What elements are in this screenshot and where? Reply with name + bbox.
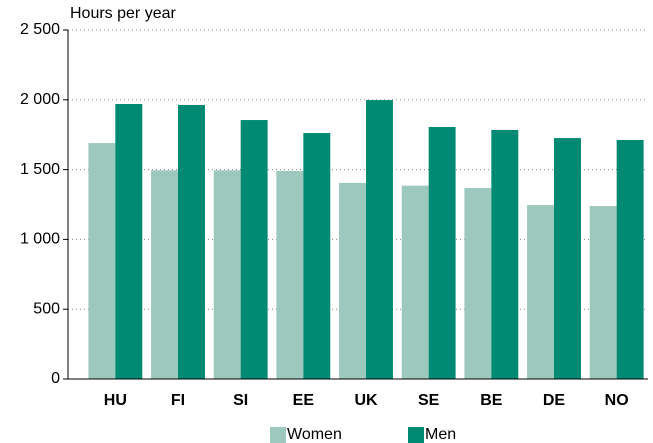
y-tick-label: 1 500 <box>20 161 60 178</box>
x-tick-label: UK <box>354 392 378 409</box>
bar <box>464 188 492 379</box>
bar <box>88 143 116 379</box>
y-tick-label: 500 <box>33 300 60 317</box>
bar <box>276 170 304 379</box>
bar <box>303 133 331 379</box>
bar <box>115 103 143 379</box>
x-tick-label: HU <box>104 392 127 409</box>
legend-swatch <box>408 427 424 443</box>
bar <box>554 138 581 379</box>
x-tick-label: SI <box>233 392 248 409</box>
y-tick-label: 2 500 <box>20 21 60 38</box>
bar <box>240 120 268 380</box>
bar <box>213 170 241 379</box>
bar <box>178 104 205 379</box>
x-tick-label: DE <box>543 392 566 409</box>
x-tick-label: NO <box>605 392 629 409</box>
bar <box>491 129 519 379</box>
y-axis-label: Hours per year <box>70 5 176 22</box>
bar <box>401 185 429 379</box>
bar <box>589 206 617 379</box>
bar <box>151 170 178 379</box>
legend-label: Men <box>425 426 456 443</box>
y-tick-label: 0 <box>51 370 60 387</box>
bar <box>428 127 456 379</box>
legend-label: Women <box>287 426 342 443</box>
x-tick-label: SE <box>418 392 440 409</box>
bar <box>616 140 644 379</box>
x-tick-label: EE <box>293 392 315 409</box>
y-tick-label: 2 000 <box>20 91 60 108</box>
x-tick-label: BE <box>480 392 503 409</box>
legend-swatch <box>270 427 286 443</box>
bar <box>527 205 554 379</box>
y-tick-label: 1 000 <box>20 231 60 248</box>
bar <box>366 100 393 380</box>
x-tick-label: FI <box>171 392 185 409</box>
bar <box>339 182 366 379</box>
